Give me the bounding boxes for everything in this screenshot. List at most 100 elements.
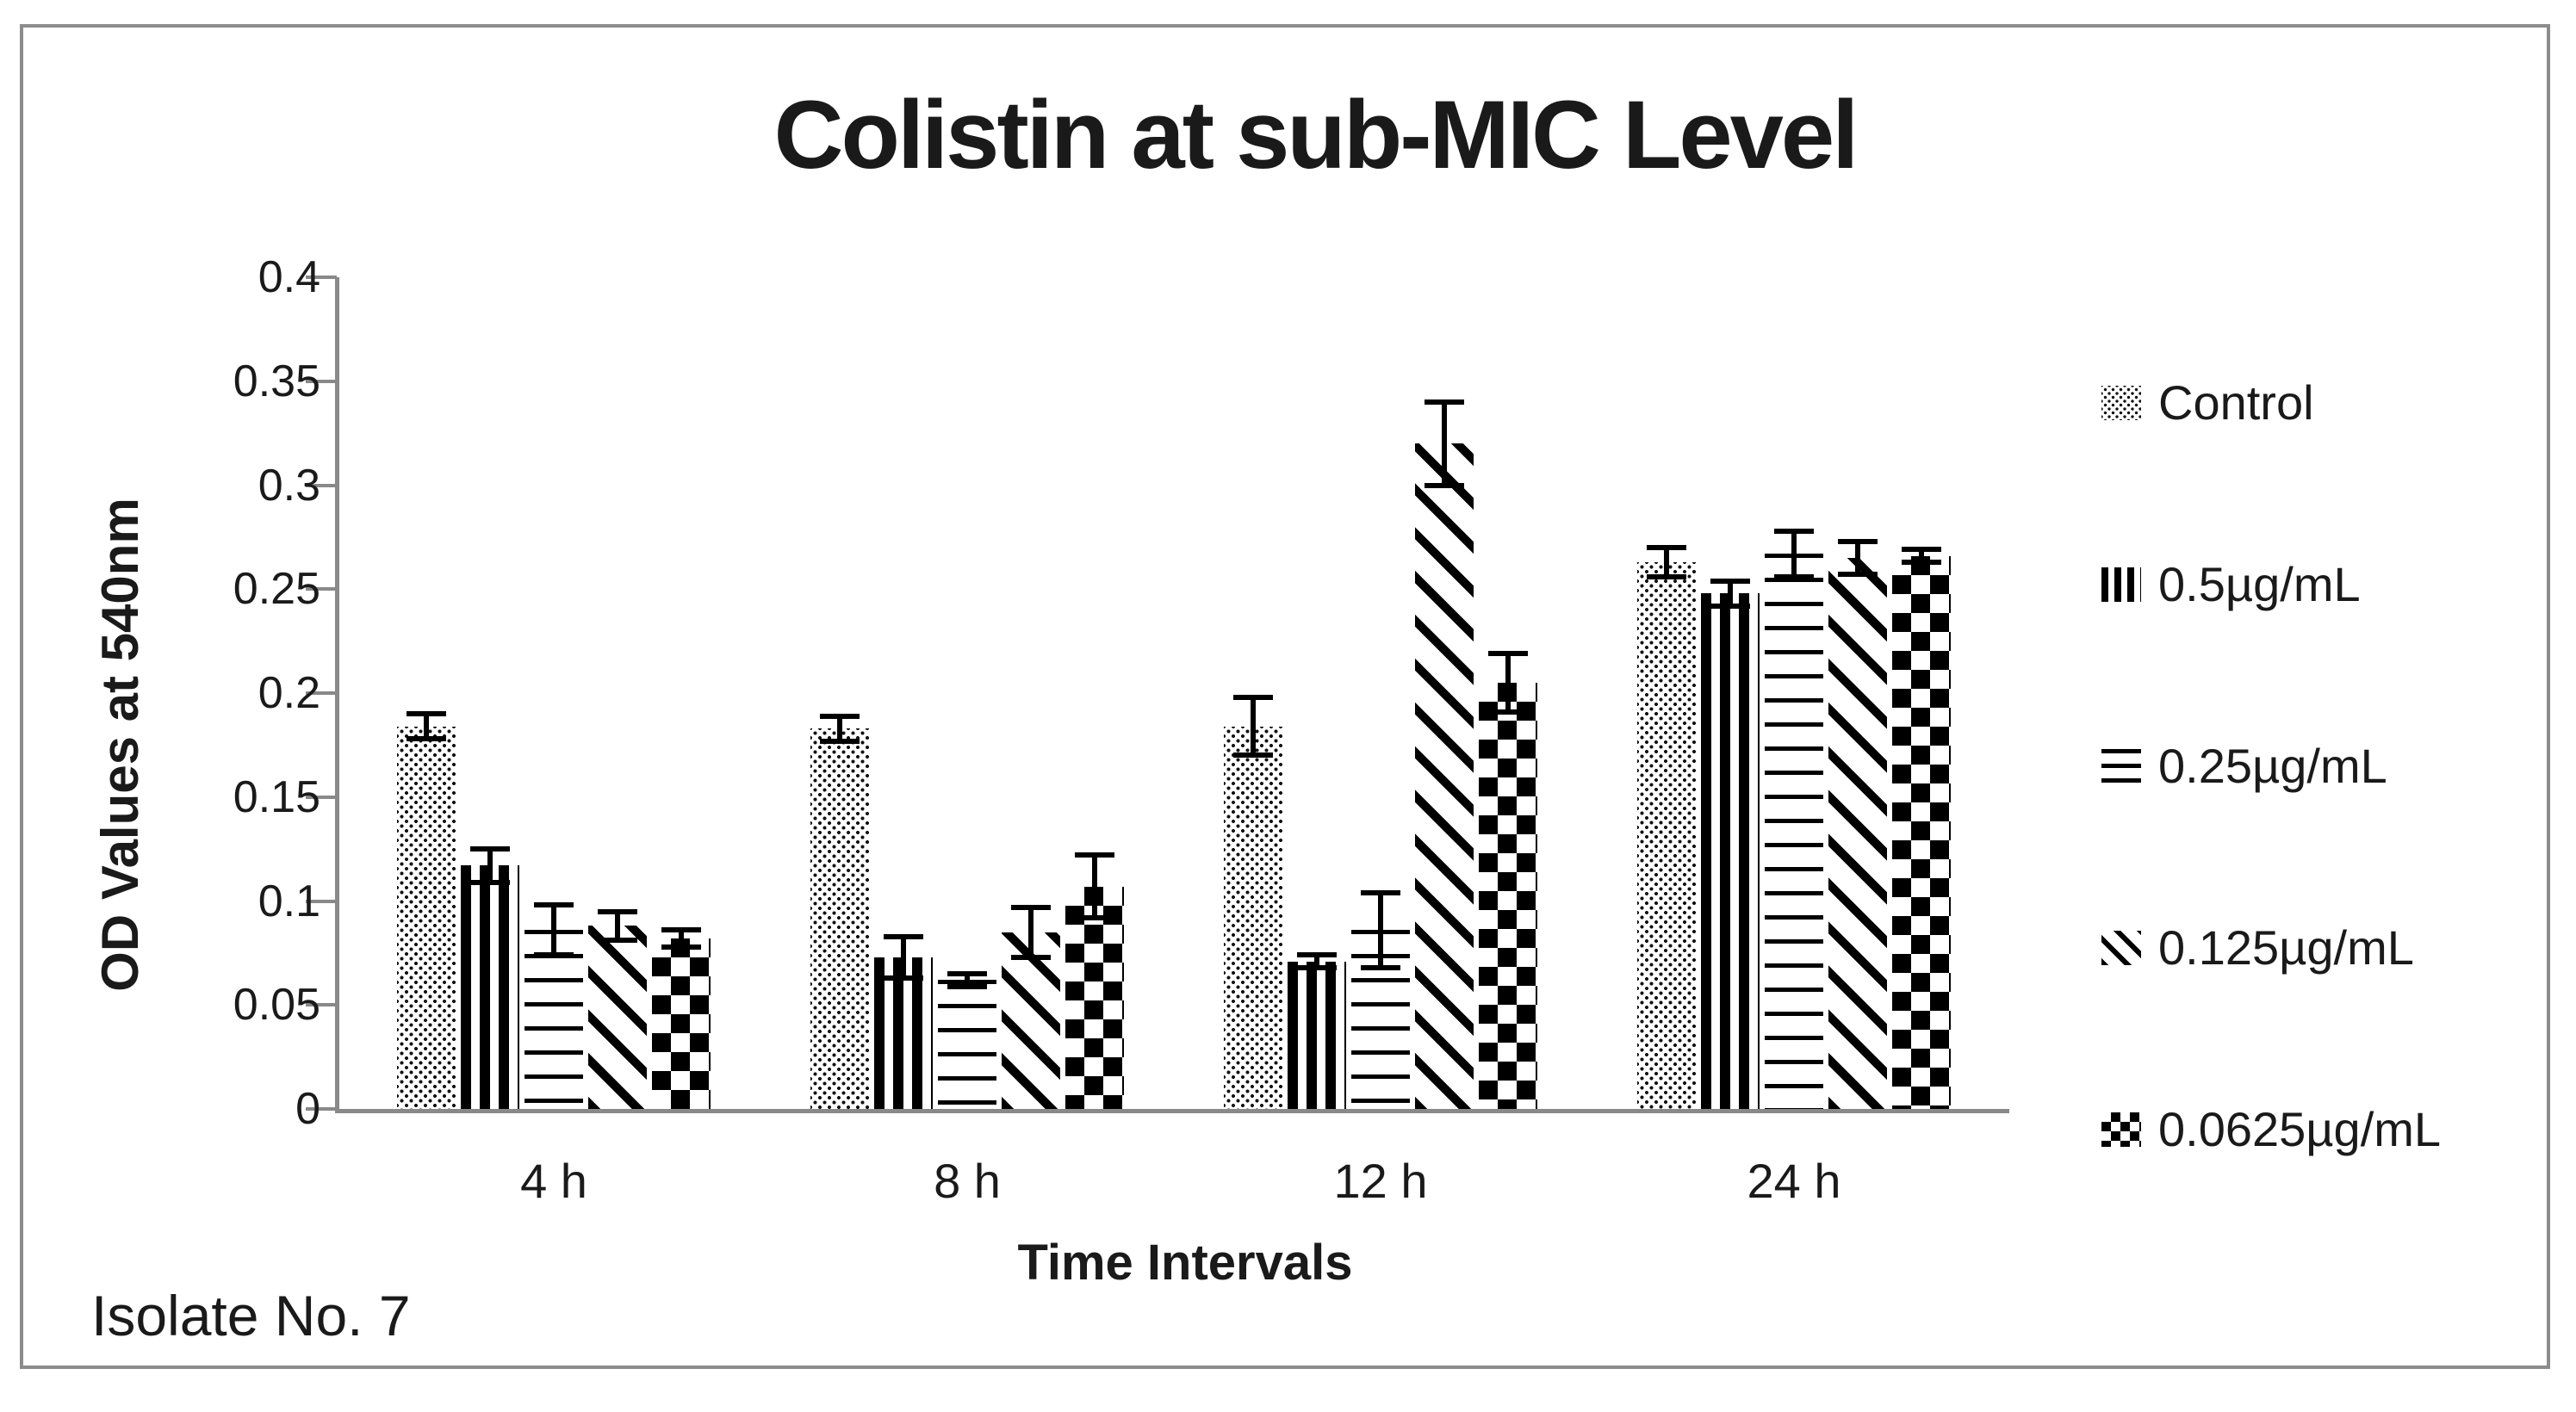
error-bar-cap-bottom xyxy=(1425,482,1464,488)
y-tick-mark xyxy=(306,379,337,383)
error-bar-cap-top xyxy=(1075,852,1114,858)
error-bar-line xyxy=(1791,530,1797,577)
x-axis-title: Time Intervals xyxy=(1017,1235,1353,1291)
footnote-isolate-number: Isolate No. 7 xyxy=(91,1284,411,1347)
error-bar-cap-top xyxy=(1361,889,1400,895)
bar-0.125µg/mL-24h xyxy=(1828,558,1887,1109)
x-axis-line xyxy=(335,1109,2009,1113)
x-tick-label: 4 h xyxy=(520,1154,587,1208)
y-tick-mark xyxy=(306,276,337,279)
x-tick-label: 8 h xyxy=(934,1154,1001,1208)
bar-0.125µg/mL-4h xyxy=(588,926,647,1109)
y-tick-mark xyxy=(306,483,337,487)
error-bar-line xyxy=(1505,653,1511,712)
y-tick-label: 0.2 xyxy=(258,668,320,718)
error-bar-cap-bottom xyxy=(1075,914,1114,920)
error-bar-cap-bottom xyxy=(884,975,923,981)
error-bar-cap-bottom xyxy=(1710,603,1750,609)
error-bar-cap-bottom xyxy=(534,952,574,958)
legend-label: Control xyxy=(2158,375,2314,430)
bar-0.125µg/mL-12h xyxy=(1415,443,1474,1109)
error-bar-cap-top xyxy=(1902,547,1941,553)
error-bar-cap-top xyxy=(1488,651,1528,657)
error-bar-line xyxy=(487,849,493,882)
y-tick-label: 0.05 xyxy=(233,980,320,1031)
bar-0.0625µg/mL-8h xyxy=(1065,887,1124,1109)
bar-0.5µg/mL-24h xyxy=(1701,593,1760,1109)
bar-0.25µg/mL-24h xyxy=(1765,554,1823,1109)
error-bar-line xyxy=(1442,401,1447,486)
bar-0.25µg/mL-8h xyxy=(938,980,996,1109)
error-bar-cap-top xyxy=(1838,538,1878,544)
error-bar-line xyxy=(901,936,906,978)
bar-0.0625µg/mL-12h xyxy=(1479,683,1537,1109)
error-bar-line xyxy=(965,974,970,987)
error-bar-cap-top xyxy=(1297,952,1337,958)
bar-Control-12h xyxy=(1224,727,1282,1109)
legend-marker-dots xyxy=(2101,386,2141,420)
legend-marker-checkerboard xyxy=(2101,1112,2141,1147)
y-tick-mark xyxy=(306,899,337,903)
y-tick-mark xyxy=(306,691,337,695)
bar-0.0625µg/mL-4h xyxy=(652,938,711,1109)
error-bar-cap-top xyxy=(1774,528,1814,534)
y-tick-mark xyxy=(306,1107,337,1111)
error-bar-cap-bottom xyxy=(1774,573,1814,579)
bar-0.5µg/mL-8h xyxy=(874,957,933,1109)
error-bar-cap-top xyxy=(820,713,860,719)
error-bar-line xyxy=(615,911,620,941)
legend-marker-diagonal-stripes xyxy=(2101,931,2141,965)
error-bar-cap-top xyxy=(884,933,923,939)
y-tick-label: 0.3 xyxy=(258,460,320,511)
error-bar-cap-top xyxy=(1710,578,1750,584)
bar-0.5µg/mL-4h xyxy=(461,865,519,1109)
error-bar-cap-top xyxy=(534,902,574,908)
error-bar-line xyxy=(1092,855,1097,918)
bar-0.25µg/mL-4h xyxy=(525,930,583,1109)
error-bar-line xyxy=(837,715,842,741)
error-bar-cap-bottom xyxy=(1233,752,1273,759)
error-bar-line xyxy=(1664,547,1669,577)
y-tick-mark xyxy=(306,1003,337,1007)
error-bar-cap-bottom xyxy=(470,879,510,885)
error-bar-cap-bottom xyxy=(1488,709,1528,715)
y-axis-line xyxy=(335,277,339,1109)
legend-label: 0.125µg/mL xyxy=(2158,920,2414,975)
error-bar-cap-bottom xyxy=(1361,964,1400,970)
y-tick-mark xyxy=(306,587,337,591)
error-bar-cap-bottom xyxy=(1838,572,1878,578)
legend-marker-horizontal-lines xyxy=(2101,749,2141,783)
error-bar-cap-bottom xyxy=(1297,964,1337,970)
error-bar-line xyxy=(1919,549,1924,562)
error-bar-line xyxy=(1251,697,1256,756)
bar-Control-4h xyxy=(397,727,456,1109)
legend-label: 0.5µg/mL xyxy=(2158,557,2361,611)
bar-0.125µg/mL-8h xyxy=(1002,932,1060,1109)
y-tick-label: 0.1 xyxy=(258,876,320,926)
x-tick-label: 12 h xyxy=(1333,1154,1428,1208)
error-bar-cap-top xyxy=(1647,544,1686,550)
error-bar-cap-bottom xyxy=(661,944,701,950)
error-bar-line xyxy=(551,905,556,956)
error-bar-cap-top xyxy=(947,971,987,977)
error-bar-cap-top xyxy=(1425,399,1464,405)
error-bar-line xyxy=(1314,955,1319,968)
bar-Control-24h xyxy=(1637,562,1696,1109)
error-bar-cap-bottom xyxy=(820,738,860,744)
y-tick-label: 0.4 xyxy=(258,252,320,302)
error-bar-line xyxy=(424,714,429,740)
error-bar-cap-top xyxy=(1233,694,1273,700)
legend-marker-vertical-stripes xyxy=(2101,567,2141,602)
y-tick-label: 0 xyxy=(295,1084,320,1134)
y-tick-label: 0.15 xyxy=(233,771,320,822)
error-bar-cap-bottom xyxy=(1902,559,1941,565)
error-bar-cap-top xyxy=(470,846,510,852)
bar-0.0625µg/mL-24h xyxy=(1892,556,1951,1109)
legend-label: 0.25µg/mL xyxy=(2158,739,2387,793)
y-tick-mark xyxy=(306,795,337,799)
error-bar-cap-bottom xyxy=(1647,573,1686,579)
error-bar-cap-top xyxy=(661,927,701,933)
error-bar-cap-top xyxy=(1011,904,1051,910)
error-bar-cap-bottom xyxy=(407,736,446,742)
